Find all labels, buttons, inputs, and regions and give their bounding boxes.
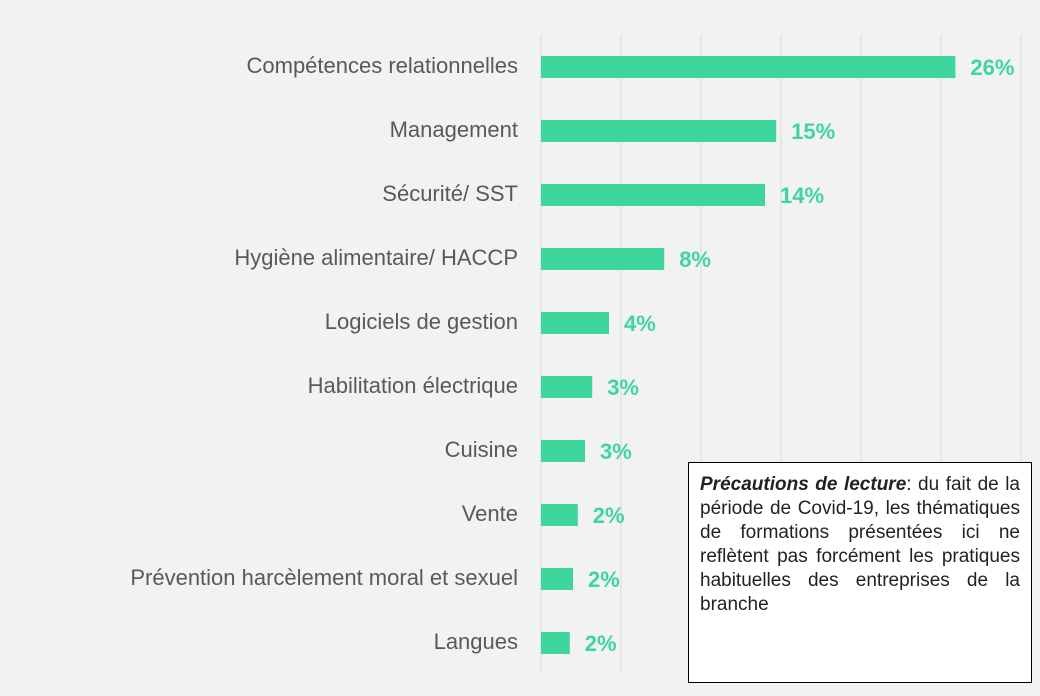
category-label: Compétences relationnelles [247,53,519,78]
bar [541,504,578,526]
note-emphasis: Précautions de lecture [700,474,907,495]
bar [541,440,585,462]
value-label: 15% [791,119,835,144]
value-label: 26% [970,55,1014,80]
bar [541,376,593,398]
bar [541,120,777,142]
value-label: 2% [593,503,625,528]
value-label: 14% [780,183,824,208]
reading-note: Précautions de lecture: du fait de la pé… [688,462,1032,683]
category-label: Sécurité/ SST [382,181,518,206]
category-label: Logiciels de gestion [325,309,518,334]
category-label: Vente [462,501,518,526]
bar [541,632,570,654]
value-label: 2% [585,631,617,656]
value-label: 8% [679,247,711,272]
value-label: 4% [624,311,656,336]
value-label: 2% [588,567,620,592]
bar [541,568,573,590]
category-label: Langues [434,629,518,654]
note-text: : du fait de la période de Covid-19, les… [700,474,1020,615]
category-label: Cuisine [445,437,518,462]
bar [541,56,956,78]
bar [541,184,765,206]
value-label: 3% [607,375,639,400]
category-label: Hygiène alimentaire/ HACCP [234,245,518,270]
bar [541,312,609,334]
category-label: Management [390,117,518,142]
category-label: Prévention harcèlement moral et sexuel [130,565,518,590]
category-label: Habilitation électrique [308,373,518,398]
bar [541,248,665,270]
value-label: 3% [600,439,632,464]
